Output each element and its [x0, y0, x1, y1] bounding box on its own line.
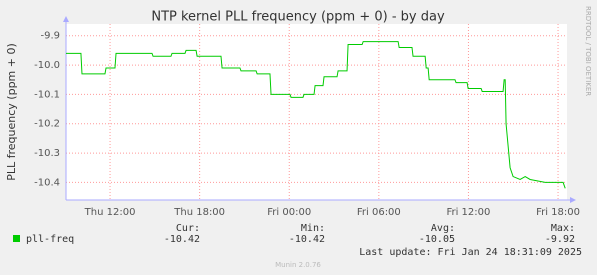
- y-tick-label: -9.9: [40, 31, 60, 42]
- x-tick-label: Thu 12:00: [84, 207, 136, 218]
- y-axis-label: PLL frequency (ppm + 0): [5, 43, 18, 181]
- y-tick-label: -10.0: [34, 60, 60, 71]
- stat-label: Cur:: [176, 223, 200, 234]
- plot-area: [66, 24, 567, 200]
- y-tick-label: -10.4: [34, 177, 60, 188]
- x-tick-label: Fri 12:00: [446, 207, 490, 218]
- y-tick-label: -10.1: [34, 89, 60, 100]
- legend-label: pll-freq: [26, 234, 74, 245]
- stat-label: Avg:: [431, 223, 455, 234]
- axis-arrow: [63, 16, 69, 22]
- stat-value: -10.05: [419, 234, 455, 245]
- x-tick-label: Fri 18:00: [536, 207, 580, 218]
- stat-label: Max:: [551, 223, 575, 234]
- stat-value: -10.42: [164, 234, 200, 245]
- legend-swatch: [13, 235, 20, 242]
- x-tick-label: Fri 06:00: [357, 207, 401, 218]
- x-tick-label: Fri 00:00: [267, 207, 311, 218]
- stat-label: Min:: [301, 223, 325, 234]
- last-update: Last update: Fri Jan 24 18:31:09 2025: [359, 247, 582, 258]
- stat-value: -10.42: [289, 234, 325, 245]
- footer: Munin 2.0.76: [275, 261, 321, 269]
- x-tick-label: Thu 18:00: [173, 207, 225, 218]
- series-line: [66, 41, 566, 189]
- chart-title: NTP kernel PLL frequency (ppm + 0) - by …: [151, 10, 445, 25]
- watermark: RRDTOOL / TOBI OETIKER: [584, 6, 592, 96]
- y-tick-label: -10.2: [34, 119, 60, 130]
- stat-value: -9.92: [545, 234, 575, 245]
- axis-arrow: [570, 197, 576, 203]
- y-tick-label: -10.3: [34, 148, 60, 159]
